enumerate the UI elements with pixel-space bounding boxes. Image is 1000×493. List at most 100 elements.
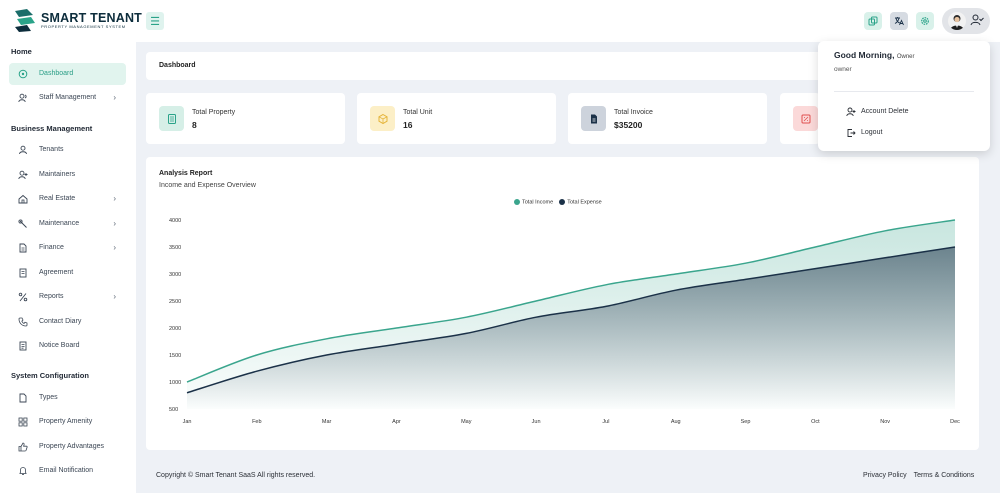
sidebar-item-reports[interactable]: Reports › <box>9 286 126 308</box>
document-icon <box>19 243 27 253</box>
sidebar-item-contact-diary[interactable]: Contact Diary <box>9 311 126 333</box>
x-tick-label: May <box>461 419 472 425</box>
stat-label: Total Property <box>192 109 236 116</box>
logo-title: SMART TENANT <box>41 11 143 25</box>
maintainer-icon <box>18 170 28 180</box>
series-line-expense[interactable] <box>186 246 956 394</box>
sidebar-item-finance[interactable]: Finance › <box>9 237 126 259</box>
privacy-policy-link[interactable]: Privacy Policy <box>863 472 907 479</box>
stat-card-total-invoice: Total Invoice $35200 <box>568 93 767 144</box>
x-tick-label: Nov <box>880 419 890 425</box>
reports-icon <box>18 292 28 302</box>
bell-icon <box>19 467 27 475</box>
sidebar-item-label: Tenants <box>39 146 64 153</box>
sidebar-item-real-estate[interactable]: Real Estate › <box>9 188 126 210</box>
x-tick-label: Oct <box>811 419 820 425</box>
copy-icon <box>868 16 878 26</box>
chevron-right-icon: › <box>113 243 116 252</box>
sidebar-item-label: Property Amenity <box>39 418 93 425</box>
chart-subtitle: Income and Expense Overview <box>159 182 256 189</box>
y-tick-label: 3500 <box>169 245 181 251</box>
tenant-icon <box>19 145 27 155</box>
stat-card-total-property: Total Property 8 <box>146 93 345 144</box>
legend-item-expense[interactable]: Total Expense <box>559 199 602 205</box>
y-tick-label: 2500 <box>169 299 181 305</box>
series-line-income[interactable] <box>186 219 956 383</box>
user-dropdown-menu: Good Morning, Owner owner Account Delete… <box>818 41 990 151</box>
terms-link[interactable]: Terms & Conditions <box>913 472 975 479</box>
phone-icon <box>18 317 28 327</box>
legend-label: Total Income <box>522 199 554 206</box>
sidebar-item-tenants[interactable]: Tenants <box>9 139 126 161</box>
greeting-text: Good Morning, <box>834 50 895 60</box>
stat-label: Total Invoice <box>614 109 653 116</box>
sidebar-item-agreement[interactable]: Agreement <box>9 262 126 284</box>
dashboard-icon <box>18 69 28 79</box>
x-tick-label: Jan <box>183 419 192 425</box>
section-title-business: Business Management <box>11 124 93 133</box>
sidebar-item-types[interactable]: Types <box>9 387 126 409</box>
x-tick-label: Jun <box>532 419 541 425</box>
sidebar-item-property-advantages[interactable]: Property Advantages <box>9 436 126 458</box>
stat-value: 16 <box>403 120 413 130</box>
user-avatar <box>948 12 966 30</box>
chevron-right-icon: › <box>113 93 116 102</box>
menu-item-label: Account Delete <box>861 108 909 115</box>
stat-card-expense <box>780 93 820 144</box>
logout-menu-item[interactable]: Logout <box>846 126 966 140</box>
sidebar-item-label: Staff Management <box>39 94 97 101</box>
sidebar-item-dashboard[interactable]: Dashboard <box>9 63 126 85</box>
sidebar-item-label: Contact Diary <box>39 318 82 325</box>
logo-mark-icon <box>15 9 35 32</box>
agreement-icon <box>19 268 27 278</box>
sidebar-item-label: Agreement <box>39 269 74 276</box>
series-area-expense <box>187 247 955 409</box>
sidebar-item-property-amenity[interactable]: Property Amenity <box>9 411 126 433</box>
logo-subtitle: PROPERTY MANAGEMENT SYSTEM <box>41 24 126 29</box>
app-logo[interactable]: SMART TENANT PROPERTY MANAGEMENT SYSTEM <box>13 7 142 33</box>
language-button[interactable] <box>890 12 908 30</box>
greeting-role: Owner <box>896 54 915 60</box>
stat-value: $35200 <box>614 120 643 130</box>
footer-links: Privacy Policy Terms & Conditions <box>863 472 974 479</box>
sidebar-item-maintenance[interactable]: Maintenance › <box>9 213 126 235</box>
translate-icon <box>894 17 904 26</box>
sidebar-item-email-notification[interactable]: Email Notification <box>9 460 126 482</box>
chart-title: Analysis Report <box>159 170 213 177</box>
settings-button[interactable] <box>916 12 934 30</box>
chart-legend: Total Income Total Expense <box>514 199 602 205</box>
property-icon <box>159 106 184 131</box>
chevron-right-icon: › <box>113 219 116 228</box>
menu-toggle-button[interactable]: ☰ <box>146 12 164 30</box>
sidebar-item-label: Types <box>39 394 58 401</box>
logout-icon <box>847 129 856 137</box>
section-title-system: System Configuration <box>11 371 89 380</box>
greeting: Good Morning, Owner <box>834 50 914 60</box>
y-tick-label: 3000 <box>169 272 181 278</box>
legend-item-income[interactable]: Total Income <box>514 199 553 205</box>
y-tick-label: 4000 <box>169 218 181 224</box>
x-tick-label: Aug <box>671 419 681 425</box>
user-menu-button[interactable] <box>942 8 990 34</box>
sidebar-item-label: Email Notification <box>39 467 94 474</box>
chevron-right-icon: › <box>113 292 116 301</box>
sidebar-item-label: Finance <box>39 244 64 251</box>
stat-card-total-unit: Total Unit 16 <box>357 93 556 144</box>
section-title-home: Home <box>11 47 32 56</box>
sidebar: Home Dashboard Staff Management › Busine… <box>0 42 136 493</box>
copy-button[interactable] <box>864 12 882 30</box>
footer-copyright: Copyright © Smart Tenant SaaS All rights… <box>156 472 316 479</box>
sidebar-item-label: Notice Board <box>39 342 80 349</box>
grid-icon <box>18 417 28 427</box>
area-chart: 4000 3500 3000 2500 2000 1500 1000 500 Jan Feb Mar… <box>169 218 960 425</box>
invoice-icon <box>581 106 606 131</box>
menu-item-label: Logout <box>861 129 883 136</box>
sidebar-item-maintainers[interactable]: Maintainers <box>9 164 126 186</box>
sidebar-item-staff-management[interactable]: Staff Management › <box>9 87 126 109</box>
page-title: Dashboard <box>159 62 196 69</box>
sidebar-item-notice-board[interactable]: Notice Board <box>9 335 126 357</box>
account-delete-menu-item[interactable]: Account Delete <box>846 105 966 119</box>
user-check-icon <box>970 14 984 26</box>
x-tick-label: Feb <box>252 419 261 425</box>
wrench-icon <box>18 219 27 228</box>
